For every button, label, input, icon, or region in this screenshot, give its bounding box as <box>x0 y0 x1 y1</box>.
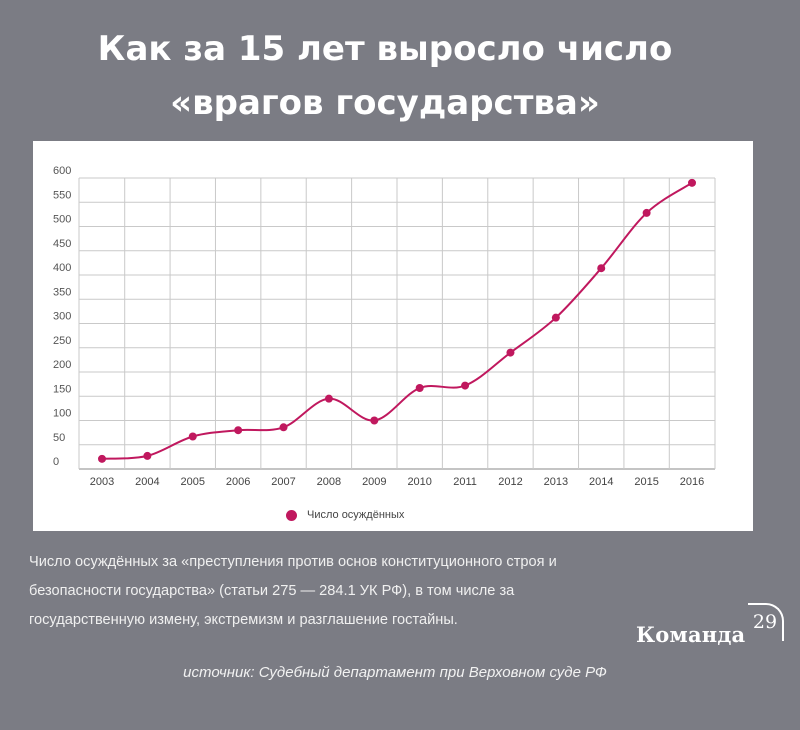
caption-line-3: государственную измену, экстремизм и раз… <box>29 612 458 628</box>
caption-line-2: безопасности государства» (статьи 275 — … <box>29 583 515 599</box>
line-chart: 0 50 100 150 200 250 300 350 400 450 500 550 600 200… <box>53 165 716 488</box>
y-tick-label: 350 <box>53 286 71 298</box>
data-point <box>188 432 197 441</box>
y-tick-label: 200 <box>53 359 71 371</box>
chart-panel: 0 50 100 150 200 250 300 350 400 450 500 550 600 200… <box>33 141 753 531</box>
page-title: Как за 15 лет выросло число «врагов госу… <box>0 22 770 130</box>
data-point <box>234 426 243 435</box>
source-note: источник: Судебный департамент при Верхо… <box>183 664 607 681</box>
caption-line-1: Число осуждённых за «преступления против… <box>29 554 557 570</box>
brand-badge: 29 <box>748 603 784 641</box>
y-tick-label: 250 <box>53 335 71 347</box>
data-point <box>461 381 470 390</box>
y-tick-label: 50 <box>53 432 65 444</box>
data-point <box>688 178 696 187</box>
x-tick-label: 2010 <box>407 476 431 488</box>
x-tick-label: 2008 <box>317 476 341 488</box>
data-point <box>279 423 288 432</box>
data-point <box>98 454 106 463</box>
y-tick-label: 550 <box>53 189 71 201</box>
y-tick-label: 150 <box>53 383 71 395</box>
y-tick-label: 450 <box>53 238 71 250</box>
data-point <box>597 264 606 273</box>
x-tick-label: 2007 <box>271 476 295 488</box>
legend-marker <box>286 509 297 521</box>
x-tick-label: 2009 <box>362 476 386 488</box>
data-point <box>506 348 515 357</box>
y-tick-label: 600 <box>53 165 71 177</box>
data-point <box>370 416 379 425</box>
chart-caption: Число осуждённых за «преступления против… <box>29 548 669 635</box>
x-tick-label: 2016 <box>680 476 704 488</box>
y-tick-label: 0 <box>53 456 59 468</box>
title-line-1: Как за 15 лет выросло число <box>97 29 673 69</box>
y-tick-label: 300 <box>53 311 71 323</box>
brand-name: Команда <box>636 622 746 647</box>
data-point <box>143 451 152 460</box>
x-tick-label: 2012 <box>498 476 522 488</box>
legend-label: Число осуждённых <box>307 509 405 521</box>
x-tick-label: 2003 <box>90 476 114 488</box>
y-tick-label: 400 <box>53 262 71 274</box>
title-line-2: «врагов государства» <box>170 83 600 123</box>
y-tick-label: 100 <box>53 408 71 420</box>
data-point <box>642 208 651 217</box>
brand-logo: Команда 29 <box>636 603 786 653</box>
data-point <box>551 313 560 322</box>
data-point <box>415 384 424 393</box>
x-tick-label: 2014 <box>589 476 613 488</box>
data-point <box>324 394 333 403</box>
y-tick-label: 500 <box>53 214 71 226</box>
x-tick-label: 2004 <box>135 476 159 488</box>
x-tick-label: 2013 <box>544 476 568 488</box>
x-tick-label: 2015 <box>634 476 658 488</box>
x-tick-label: 2006 <box>226 476 250 488</box>
x-tick-label: 2005 <box>181 476 205 488</box>
x-tick-label: 2011 <box>453 476 477 488</box>
chart-legend: Число осуждённых <box>286 509 404 521</box>
